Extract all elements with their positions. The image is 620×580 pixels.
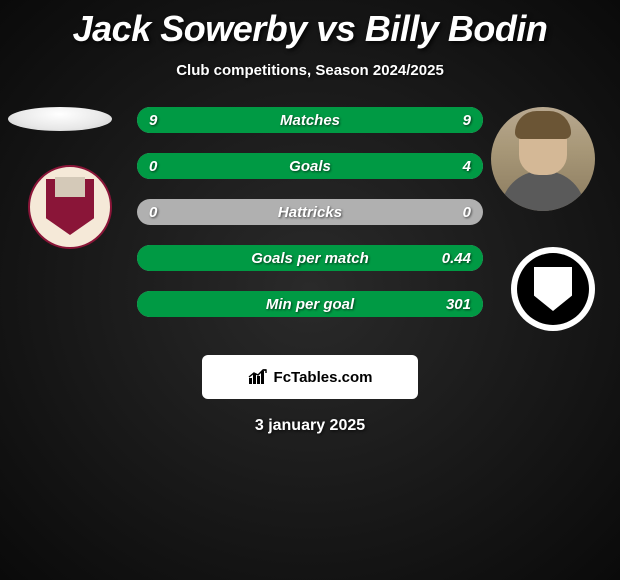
player-shirt-icon: [501, 171, 585, 211]
stat-label: Matches: [280, 112, 340, 129]
stat-bars: 9 Matches 9 0 Goals 4 0 Hattricks 0 Goals per mat…: [137, 107, 483, 337]
stat-label: Goals: [289, 158, 331, 175]
club1-badge: [28, 165, 112, 249]
stat-value-right: 0: [463, 204, 471, 221]
stat-bar: Min per goal 301: [137, 291, 483, 317]
player-hair-icon: [515, 111, 571, 139]
player1-name: Jack Sowerby: [73, 8, 307, 49]
subtitle: Club competitions, Season 2024/2025: [0, 62, 620, 79]
blank-silhouette-icon: [8, 107, 112, 131]
stat-value-right: 301: [446, 296, 471, 313]
stat-value-left: 0: [149, 204, 157, 221]
stats-area: 9 Matches 9 0 Goals 4 0 Hattricks 0 Goals per mat…: [0, 107, 620, 347]
crest-castle-icon: [55, 177, 85, 197]
club2-shield-icon: [534, 267, 572, 311]
bar-chart-icon: [248, 368, 268, 386]
player2-avatar: [491, 107, 595, 211]
brand-text: FcTables.com: [274, 369, 373, 386]
stat-bar: 0 Goals 4: [137, 153, 483, 179]
club2-badge: [511, 247, 595, 331]
stat-label: Goals per match: [251, 250, 369, 267]
club2-ring-icon: [517, 253, 589, 325]
stat-bar: 0 Hattricks 0: [137, 199, 483, 225]
stat-bar: Goals per match 0.44: [137, 245, 483, 271]
stat-value-right: 4: [463, 158, 471, 175]
stat-value-left: 9: [149, 112, 157, 129]
brand-box: FcTables.com: [202, 355, 418, 399]
stat-label: Min per goal: [266, 296, 354, 313]
vs-word: vs: [316, 8, 355, 49]
page-title: Jack Sowerby vs Billy Bodin: [0, 0, 620, 50]
stat-value-right: 9: [463, 112, 471, 129]
player2-name: Billy Bodin: [365, 8, 548, 49]
stat-value-left: 0: [149, 158, 157, 175]
stat-label: Hattricks: [278, 204, 342, 221]
stat-bar: 9 Matches 9: [137, 107, 483, 133]
stat-value-right: 0.44: [442, 250, 471, 267]
generation-date: 3 january 2025: [0, 417, 620, 435]
player1-avatar: [8, 107, 112, 131]
